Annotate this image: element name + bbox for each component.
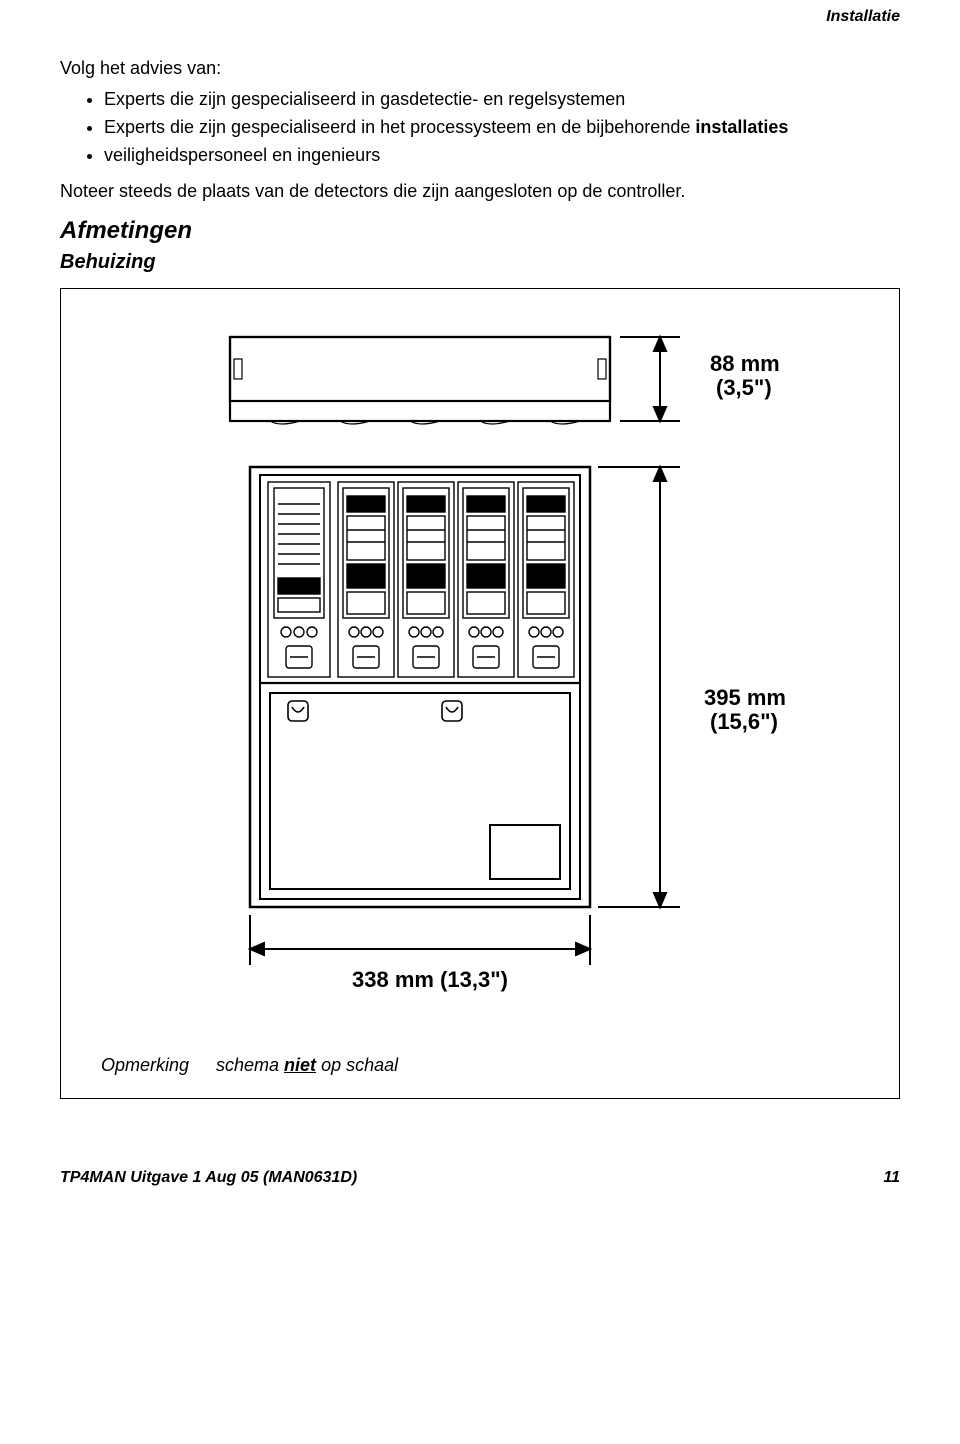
footer-page-number: 11 (883, 1169, 900, 1187)
list-item: Experts die zijn gespecialiseerd in gasd… (104, 86, 900, 112)
section-heading: Afmetingen (60, 217, 900, 245)
intro-text: Volg het advies van: (60, 56, 900, 80)
dim-side-in: (15,6") (710, 709, 778, 734)
diagram-note: Opmerking schema niet op schaal (101, 1055, 859, 1076)
diagram-container: 88 mm (3,5") (60, 288, 900, 1099)
bullet-list: Experts die zijn gespecialiseerd in gasd… (60, 86, 900, 168)
header-section-label: Installatie (60, 0, 900, 56)
dim-top-mm: 88 mm (710, 351, 780, 376)
page-footer: TP4MAN Uitgave 1 Aug 05 (MAN0631D) 11 (0, 1139, 960, 1205)
dim-side-mm: 395 mm (704, 685, 786, 710)
list-item-bold: installaties (695, 117, 788, 137)
note-paragraph: Noteer steeds de plaats van de detectors… (60, 179, 900, 203)
note-label: Opmerking (101, 1055, 211, 1076)
list-item: veiligheidspersoneel en ingenieurs (104, 142, 900, 168)
note-text: schema niet op schaal (216, 1055, 398, 1075)
dimensions-diagram: 88 mm (3,5") (120, 317, 840, 1037)
dim-top-in: (3,5") (716, 375, 772, 400)
subsection-heading: Behuizing (60, 251, 900, 274)
list-item-text: Experts die zijn gespecialiseerd in het … (104, 117, 695, 137)
list-item: Experts die zijn gespecialiseerd in het … (104, 114, 900, 140)
dim-bottom: 338 mm (13,3") (352, 967, 508, 992)
footer-left: TP4MAN Uitgave 1 Aug 05 (MAN0631D) (60, 1169, 357, 1187)
